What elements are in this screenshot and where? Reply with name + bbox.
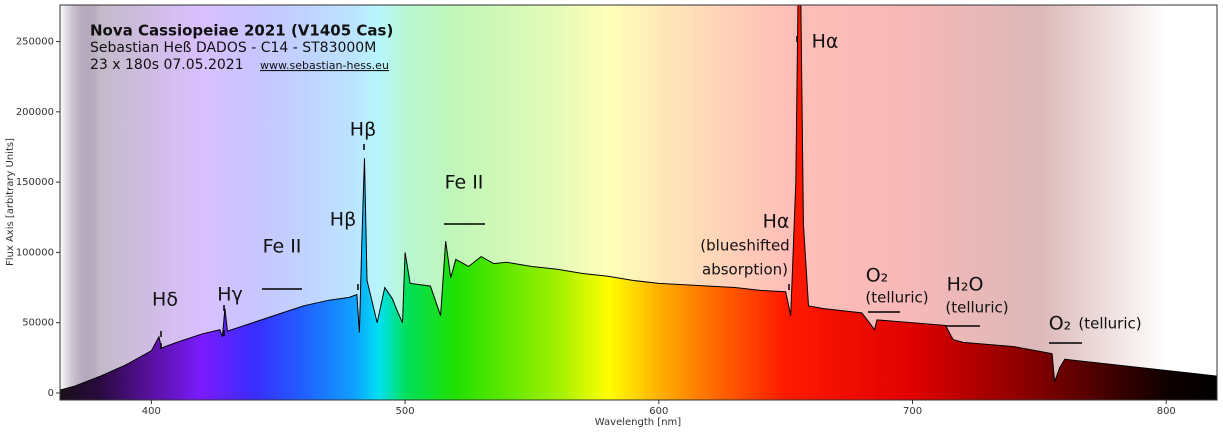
y-tick-label: 250000 (16, 37, 54, 48)
x-tick-label: 500 (396, 406, 415, 417)
annotation: Hβ (350, 119, 376, 141)
annotation: (telluric) (1078, 315, 1141, 333)
annotation: O₂ (1049, 313, 1072, 335)
annotation: O₂ (866, 265, 889, 287)
url[interactable]: www.sebastian-hess.eu (260, 59, 389, 72)
exposure: 23 x 180s 07.05.2021 (90, 57, 244, 73)
spectrum-area (60, 5, 1217, 400)
y-tick-label: 0 (48, 388, 54, 399)
annotation: Hα (812, 31, 839, 53)
x-tick-label: 800 (1157, 406, 1176, 417)
annotation: Hα (763, 211, 790, 233)
x-tick-label: 400 (142, 406, 161, 417)
annotation: (telluric) (945, 299, 1008, 317)
annotation: (blueshifted (700, 237, 789, 255)
annotation: Hδ (152, 289, 178, 311)
annotation: (telluric) (865, 289, 928, 307)
subtitle: Sebastian Heß DADOS - C14 - ST83000M (90, 40, 376, 56)
y-tick-label: 50000 (22, 318, 54, 329)
annotation: Hβ (330, 209, 356, 231)
x-tick-label: 600 (649, 406, 668, 417)
x-axis-label: Wavelength [nm] (595, 417, 681, 428)
x-tick-label: 700 (903, 406, 922, 417)
annotation: H₂O (947, 274, 984, 296)
annotation: absorption) (702, 261, 788, 279)
annotation: Hγ (217, 284, 243, 306)
annotation: Fe II (445, 172, 484, 194)
y-axis-label: Flux Axis [arbitrary Units] (5, 138, 16, 266)
y-tick-label: 150000 (16, 177, 54, 188)
y-tick-label: 100000 (16, 247, 54, 258)
y-tick-label: 200000 (16, 107, 54, 118)
annotation: Fe II (263, 236, 302, 258)
spectrum-line (60, 5, 1217, 391)
chart-title: Nova Cassiopeiae 2021 (V1405 Cas) (90, 22, 393, 40)
plot-frame (59, 4, 1218, 401)
